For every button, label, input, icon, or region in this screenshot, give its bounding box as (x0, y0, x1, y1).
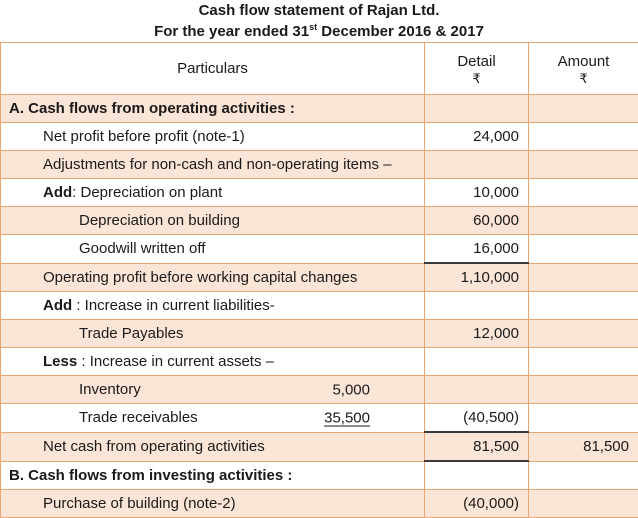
table-row: Trade Payables 12,000 (1, 320, 638, 348)
row-label: : Depreciation on plant (72, 184, 222, 201)
row-detail-amount: 1,10,000 (425, 263, 529, 292)
title-superscript: st (309, 22, 317, 32)
row-label: Trade receivables (79, 409, 198, 426)
table-row: B. Cash flows from investing activities … (1, 461, 638, 490)
row-amount (529, 404, 638, 433)
row-amount (529, 123, 638, 151)
header-amount-label: Amount (530, 52, 637, 71)
row-detail-amount (425, 376, 529, 404)
row-particulars: Trade Payables (1, 320, 425, 348)
row-particulars: Net profit before profit (note-1) (1, 123, 425, 151)
row-particulars: Adjustments for non-cash and non-operati… (1, 151, 425, 179)
table-row: A. Cash flows from operating activities … (1, 95, 638, 123)
row-detail-amount (425, 348, 529, 376)
table-row: Add : Increase in current liabilities- (1, 292, 638, 320)
header-detail: Detail ₹ (425, 43, 529, 95)
row-detail-amount: (40,000) (425, 490, 529, 518)
table-row: Less : Increase in current assets – (1, 348, 638, 376)
row-detail-amount (425, 461, 529, 490)
title-line1: Cash flow statement of Rajan Ltd. (0, 3, 638, 19)
row-particulars: B. Cash flows from investing activities … (1, 461, 425, 490)
row-detail-amount (425, 95, 529, 123)
table-row: Inventory 5,000 (1, 376, 638, 404)
title-line2: For the year ended 31st December 2016 & … (0, 19, 638, 40)
row-amount (529, 95, 638, 123)
row-prefix: Add (43, 297, 72, 314)
row-amount (529, 320, 638, 348)
row-amount (529, 292, 638, 320)
table-row: Goodwill written off 16,000 (1, 235, 638, 264)
row-label: A. Cash flows from operating activities … (9, 100, 295, 117)
row-particulars: Add : Increase in current liabilities- (1, 292, 425, 320)
row-label: Adjustments for non-cash and non-operati… (43, 156, 392, 173)
table-row: Depreciation on building 60,000 (1, 207, 638, 235)
row-particulars: Operating profit before working capital … (1, 263, 425, 292)
row-label: : Increase in current assets – (77, 353, 274, 370)
header-amount: Amount ₹ (529, 43, 638, 95)
row-detail-amount: 10,000 (425, 179, 529, 207)
row-label: Inventory (79, 381, 141, 398)
row-detail-amount: 12,000 (425, 320, 529, 348)
row-detail-amount: (40,500) (425, 404, 529, 433)
row-amount (529, 179, 638, 207)
row-label: Depreciation on building (79, 212, 240, 229)
row-detail-amount (425, 292, 529, 320)
table-row: Net cash from operating activities 81,500… (1, 432, 638, 461)
row-detail-amount: 16,000 (425, 235, 529, 264)
header-row: Particulars Detail ₹ Amount ₹ (1, 43, 638, 95)
row-label: Purchase of building (note-2) (43, 495, 236, 512)
table-row: Adjustments for non-cash and non-operati… (1, 151, 638, 179)
row-label: : Increase in current liabilities- (72, 297, 275, 314)
row-label: Operating profit before working capital … (43, 269, 357, 286)
row-particulars: Add: Depreciation on plant (1, 179, 425, 207)
header-detail-label: Detail (426, 52, 527, 71)
row-detail-amount: 24,000 (425, 123, 529, 151)
row-particulars: Trade receivables 35,500 (1, 404, 425, 433)
row-particulars: Less : Increase in current assets – (1, 348, 425, 376)
row-label: Trade Payables (79, 325, 184, 342)
row-amount: 81,500 (529, 432, 638, 461)
table-row: Purchase of building (note-2) (40,000) (1, 490, 638, 518)
row-particulars: A. Cash flows from operating activities … (1, 95, 425, 123)
row-particulars: Depreciation on building (1, 207, 425, 235)
row-amount (529, 461, 638, 490)
row-particulars: Purchase of building (note-2) (1, 490, 425, 518)
inner-detail-amount: 35,500 (324, 409, 370, 426)
row-detail-amount: 60,000 (425, 207, 529, 235)
rupee-symbol: ₹ (426, 71, 527, 86)
table-row: Net profit before profit (note-1) 24,000 (1, 123, 638, 151)
rupee-symbol: ₹ (530, 71, 637, 86)
table-row: Operating profit before working capital … (1, 263, 638, 292)
row-particulars: Net cash from operating activities (1, 432, 425, 461)
cash-flow-table: Particulars Detail ₹ Amount ₹ A. Cash fl… (0, 42, 638, 518)
row-detail-amount: 81,500 (425, 432, 529, 461)
row-particulars: Inventory 5,000 (1, 376, 425, 404)
row-detail-amount (425, 151, 529, 179)
row-label: Goodwill written off (79, 240, 205, 257)
inner-detail-amount: 5,000 (332, 381, 370, 398)
row-amount (529, 263, 638, 292)
row-label: Net profit before profit (note-1) (43, 128, 245, 145)
row-prefix: Add (43, 184, 72, 201)
row-prefix: Less (43, 353, 77, 370)
row-amount (529, 235, 638, 264)
row-amount (529, 490, 638, 518)
row-amount (529, 348, 638, 376)
title-line2-suffix: December 2016 & 2017 (317, 23, 484, 40)
row-amount (529, 207, 638, 235)
title-line2-prefix: For the year ended 31 (154, 23, 309, 40)
row-particulars: Goodwill written off (1, 235, 425, 264)
header-particulars: Particulars (1, 43, 425, 95)
row-label: Net cash from operating activities (43, 438, 265, 455)
page-title: Cash flow statement of Rajan Ltd. For th… (0, 0, 638, 40)
row-amount (529, 376, 638, 404)
table-row: Trade receivables 35,500 (40,500) (1, 404, 638, 433)
row-amount (529, 151, 638, 179)
row-label: B. Cash flows from investing activities … (9, 467, 292, 484)
